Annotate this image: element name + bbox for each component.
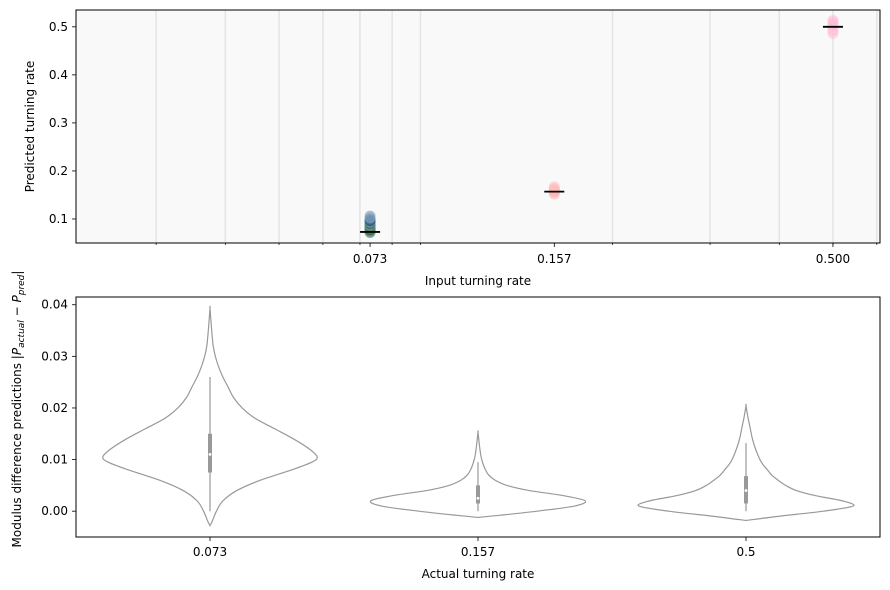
bottom-violin-iqr-box bbox=[476, 485, 480, 504]
bottom-x-axis-label: Actual turning rate bbox=[422, 567, 535, 581]
bottom-x-tick-label: 0.5 bbox=[736, 545, 755, 559]
bottom-y-axis-label: Modulus difference predictions |Pactual … bbox=[10, 271, 27, 548]
bottom-y-label-p2: P bbox=[10, 295, 24, 303]
bottom-y-label-p1: P bbox=[10, 347, 24, 355]
top-x-tick-label: 0.157 bbox=[537, 252, 571, 266]
bottom-chart: 0.00 0.01 0.02 0.03 0.04 0.073 0.157 0.5 Actua… bbox=[10, 271, 881, 581]
bottom-violin-median bbox=[476, 496, 480, 500]
top-mean-lines bbox=[360, 25, 843, 233]
top-y-ticks: 0.1 0.2 0.3 0.4 0.5 bbox=[49, 20, 76, 226]
bottom-y-label-prefix: Modulus difference predictions | bbox=[10, 355, 24, 547]
top-x-axis-label: Input turning rate bbox=[425, 274, 531, 288]
top-plot-frame bbox=[75, 9, 881, 244]
bottom-x-tick-label: 0.157 bbox=[461, 545, 495, 559]
bottom-y-label-minus: − bbox=[10, 303, 24, 321]
bottom-y-tick-label: 0.02 bbox=[41, 401, 68, 415]
bottom-y-label-sub1: actual bbox=[17, 320, 27, 348]
top-data-point bbox=[364, 210, 376, 222]
top-y-tick-label: 0.1 bbox=[49, 212, 68, 226]
bottom-y-tick-label: 0.01 bbox=[41, 453, 68, 467]
bottom-y-ticks: 0.00 0.01 0.02 0.03 0.04 bbox=[41, 298, 76, 518]
top-data-point bbox=[827, 15, 839, 27]
bottom-violin-median bbox=[208, 453, 212, 456]
bottom-y-tick-label: 0.00 bbox=[41, 504, 68, 518]
top-x-ticks: 0.073 0.157 0.500 bbox=[155, 243, 878, 266]
top-data-point bbox=[548, 181, 560, 193]
top-y-tick-label: 0.5 bbox=[49, 20, 68, 34]
bottom-violin-median bbox=[744, 489, 748, 492]
top-y-tick-label: 0.3 bbox=[49, 116, 68, 130]
top-x-tick-label: 0.500 bbox=[816, 252, 850, 266]
top-y-tick-label: 0.2 bbox=[49, 164, 68, 178]
bottom-y-tick-label: 0.03 bbox=[41, 349, 68, 363]
bottom-y-label-sub2: pred bbox=[17, 274, 27, 296]
top-y-tick-label: 0.4 bbox=[49, 68, 68, 82]
bottom-y-tick-label: 0.04 bbox=[41, 298, 68, 312]
top-x-tick-label: 0.073 bbox=[353, 252, 387, 266]
top-chart: 0.1 0.2 0.3 0.4 0.5 0.073 0.157 0.500 Input tu… bbox=[23, 9, 881, 288]
bottom-x-ticks: 0.073 0.157 0.5 bbox=[193, 537, 756, 559]
bottom-x-tick-label: 0.073 bbox=[193, 545, 227, 559]
top-y-axis-label: Predicted turning rate bbox=[23, 61, 37, 193]
bottom-violins bbox=[102, 305, 855, 527]
bottom-y-label-suffix: | bbox=[10, 271, 24, 275]
top-grid bbox=[155, 10, 878, 243]
top-plot-background bbox=[76, 10, 880, 243]
